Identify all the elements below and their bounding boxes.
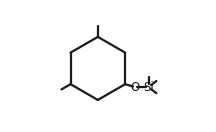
Text: Si: Si bbox=[143, 81, 154, 94]
Text: O: O bbox=[130, 81, 140, 94]
